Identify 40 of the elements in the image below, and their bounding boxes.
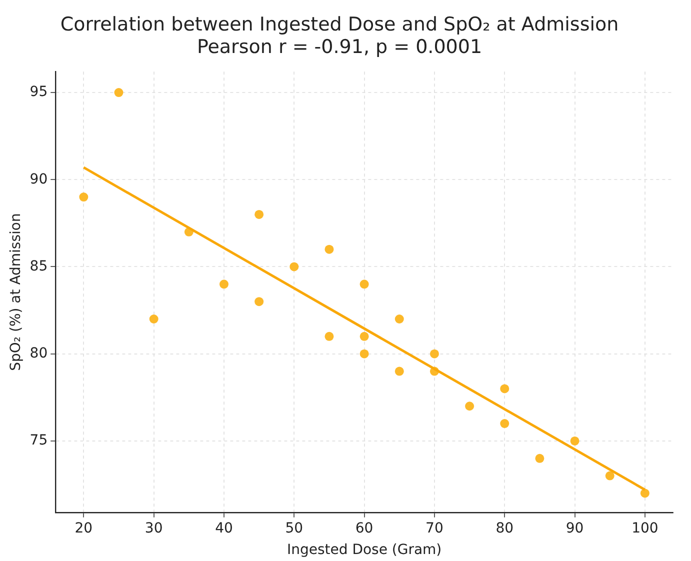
point: [114, 88, 124, 98]
x-tick-label: 30: [144, 520, 163, 536]
point: [254, 297, 264, 306]
point: [290, 262, 299, 272]
x-tick-label: 70: [426, 520, 444, 536]
point: [219, 280, 228, 289]
chart-title: Correlation between Ingested Dose and SpO₂ at Admission: [60, 13, 619, 36]
point: [394, 314, 404, 324]
point: [360, 280, 369, 289]
y-tick-label: 85: [30, 258, 48, 274]
point: [324, 332, 334, 341]
x-tick-label: 60: [355, 520, 374, 536]
point: [465, 402, 474, 411]
point: [500, 384, 510, 394]
point: [324, 244, 334, 254]
y-tick-label: 90: [30, 171, 48, 188]
x-tick-label: 50: [285, 520, 304, 536]
point: [570, 436, 580, 446]
point: [254, 210, 264, 219]
point: [394, 366, 404, 376]
x-tick-label: 20: [74, 520, 93, 536]
x-tick-label: 40: [215, 520, 233, 536]
point: [500, 419, 510, 428]
point: [79, 192, 88, 202]
y-tick-label: 75: [30, 432, 48, 449]
point: [605, 471, 614, 480]
point: [535, 454, 544, 463]
x-tick-label: 100: [632, 520, 658, 536]
point: [360, 332, 369, 341]
x-tick-label: 90: [566, 520, 584, 536]
y-tick-label: 95: [30, 84, 48, 100]
x-tick-label: 80: [496, 520, 514, 536]
x-axis-title: Ingested Dose (Gram): [286, 542, 442, 558]
chart-subtitle: Pearson r = -0.91, p = 0.0001: [196, 36, 482, 58]
y-axis-title: SpO₂ (%) at Admission: [8, 213, 24, 371]
point: [149, 314, 158, 324]
point: [430, 349, 439, 358]
point: [360, 349, 369, 358]
point: [640, 488, 650, 498]
y-tick-label: 80: [30, 345, 48, 362]
